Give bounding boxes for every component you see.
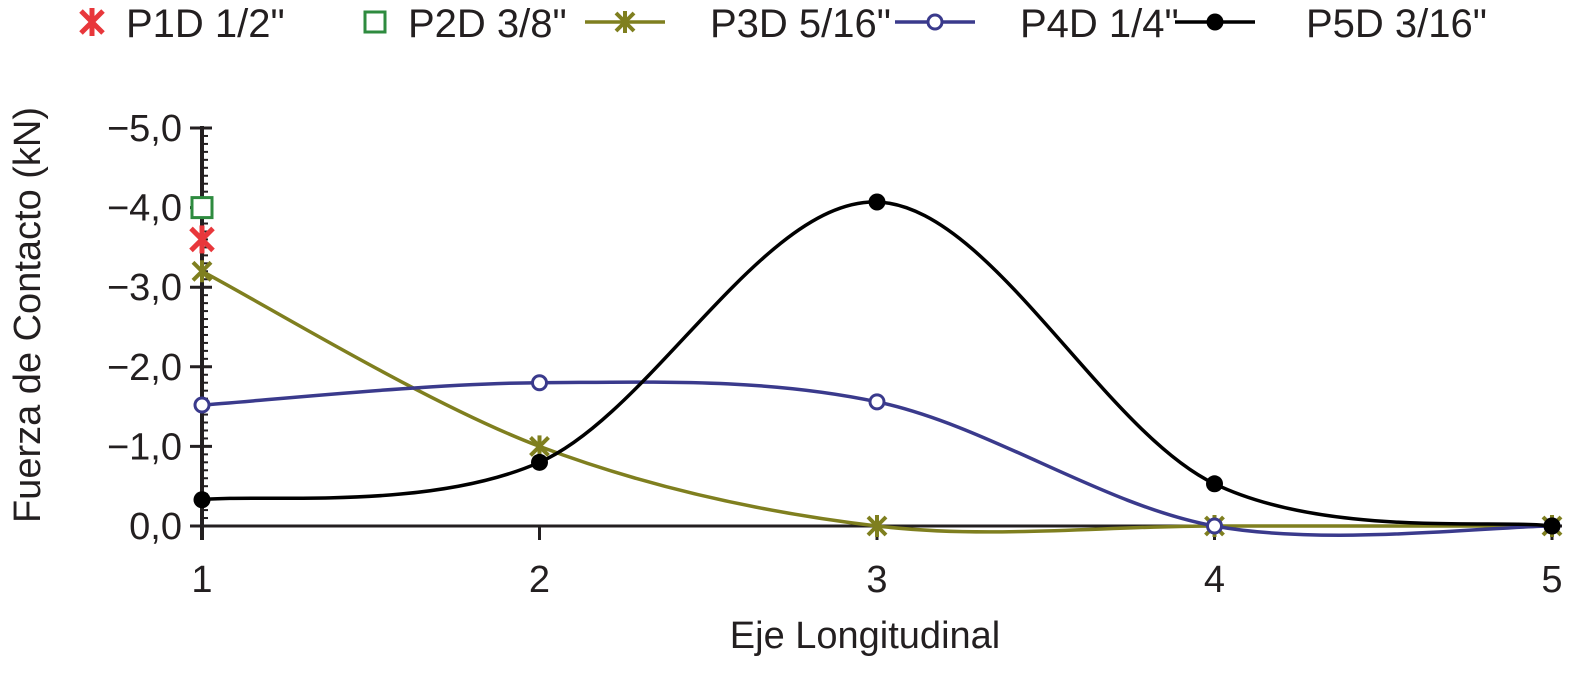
y-tick-label: −3,0 xyxy=(107,267,182,309)
data-point xyxy=(193,396,211,414)
x-tick-label: 3 xyxy=(866,559,887,601)
legend-item: P2D 3/8" xyxy=(363,2,567,46)
data-point xyxy=(190,196,214,220)
y-axis-title: Fuerza de Contacto (kN) xyxy=(7,107,49,523)
y-tick-label: 0,0 xyxy=(129,506,182,548)
legend-label: P1D 1/2" xyxy=(126,2,285,46)
data-point xyxy=(1206,517,1223,535)
legend-marker xyxy=(926,13,944,31)
x-tick-label: 5 xyxy=(1541,559,1562,601)
legend-marker xyxy=(1206,13,1224,31)
plot-area: 0,0 −1,0 −2,0 −3,0 −4,0 −5,0 1 2 3 4 5 xyxy=(107,108,1563,601)
legend-label: P4D 1/4" xyxy=(1020,2,1179,46)
y-tick-label: −5,0 xyxy=(107,108,182,150)
y-tick-label: −4,0 xyxy=(107,188,182,230)
series-line-5 xyxy=(201,200,1553,528)
x-tick-label: 4 xyxy=(1204,559,1225,601)
legend-item: P5D 3/16" xyxy=(1175,2,1487,46)
legend-item: P1D 1/2" xyxy=(79,2,285,46)
legend-marker xyxy=(79,8,105,36)
data-point xyxy=(189,225,215,254)
data-point xyxy=(531,374,548,392)
data-point xyxy=(1206,475,1223,493)
legend: P1D 1/2" P2D 3/8" P3D 5/16" P4D 1/4" P5D 3/1… xyxy=(79,2,1487,46)
data-point xyxy=(1543,517,1561,535)
data-point xyxy=(191,260,213,283)
y-axis-ticks: 0,0 −1,0 −2,0 −3,0 −4,0 −5,0 xyxy=(107,108,212,548)
data-point xyxy=(868,193,886,211)
data-point xyxy=(529,435,550,458)
legend-item: P4D 1/4" xyxy=(895,2,1179,46)
data-point xyxy=(866,515,888,537)
legend-label: P5D 3/16" xyxy=(1306,2,1487,46)
data-point xyxy=(868,393,886,411)
y-tick-label: −2,0 xyxy=(107,347,182,389)
y-tick-label: −1,0 xyxy=(107,426,182,468)
legend-item: P3D 5/16" xyxy=(585,2,891,46)
data-point xyxy=(193,491,211,509)
x-axis-title: Eje Longitudinal xyxy=(730,615,1000,657)
series-lines xyxy=(201,200,1553,537)
data-point xyxy=(531,453,548,471)
legend-label: P3D 5/16" xyxy=(710,2,891,46)
series-markers xyxy=(189,193,1563,537)
x-tick-label: 1 xyxy=(191,559,212,601)
x-axis-ticks: 1 2 3 4 5 xyxy=(191,526,1563,601)
x-tick-label: 2 xyxy=(529,559,550,601)
legend-marker xyxy=(614,11,636,33)
legend-marker xyxy=(363,10,387,34)
legend-label: P2D 3/8" xyxy=(408,2,567,46)
